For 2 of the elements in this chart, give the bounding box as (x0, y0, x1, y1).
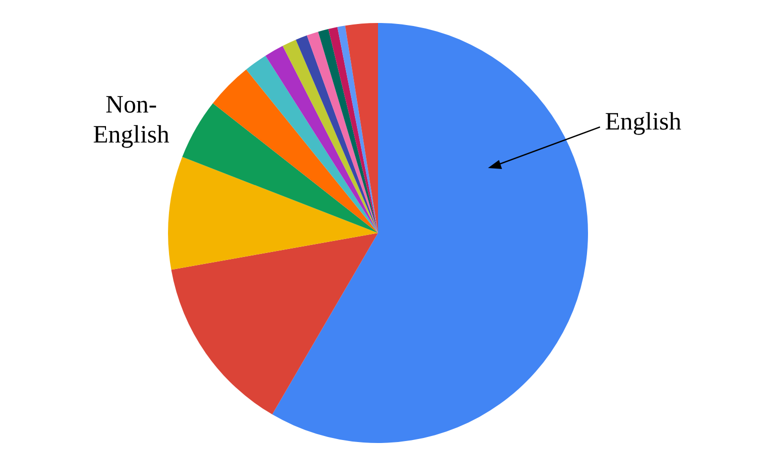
text: Non- English (92, 92, 170, 148)
text: English (605, 108, 682, 136)
